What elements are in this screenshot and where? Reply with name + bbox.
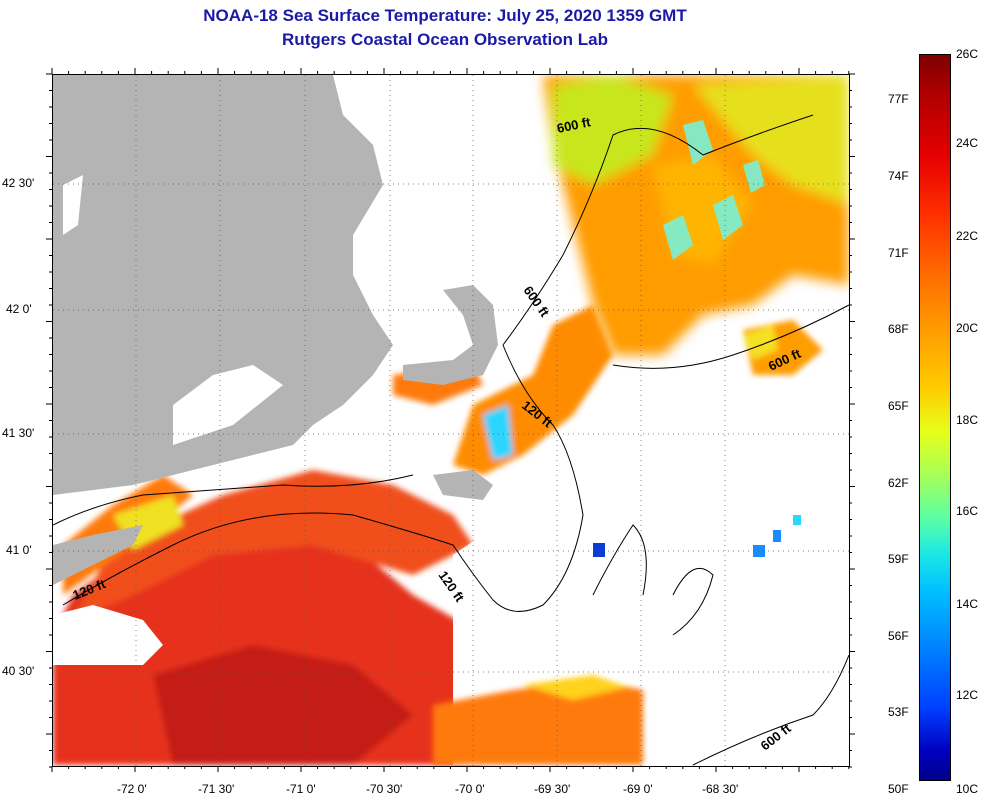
colorbar-f-label: 56F	[888, 629, 909, 643]
colorbar-c-label: 18C	[956, 413, 979, 427]
colorbar-f-label: 74F	[888, 169, 909, 183]
lat-label: 41 30'	[2, 426, 35, 440]
colorbar-f-label: 65F	[888, 399, 909, 413]
cloud-gap-southwest	[53, 605, 163, 665]
lat-label: 40 30'	[2, 664, 35, 678]
colorbar-c-label: 20C	[956, 321, 979, 335]
lat-label: 42 30'	[2, 176, 35, 190]
colorbar-f-label: 68F	[888, 322, 909, 336]
colorbar-c-label: 22C	[956, 229, 979, 243]
contour-label-600-a: 600 ft	[556, 114, 593, 136]
colorbar-c-label: 14C	[956, 597, 979, 611]
lon-label: -69 30'	[534, 782, 571, 796]
colorbar-f-label: 50F	[888, 782, 909, 796]
sst-map-drawing: 600 ft 600 ft 600 ft 600 ft 120 ft 120 f…	[53, 75, 849, 766]
lon-label: -70 0'	[455, 782, 485, 796]
map-title: NOAA-18 Sea Surface Temperature: July 25…	[203, 6, 687, 25]
land-new-england	[53, 75, 393, 495]
sst-map: 600 ft 600 ft 600 ft 600 ft 120 ft 120 f…	[52, 74, 850, 767]
lon-label: -71 30'	[198, 782, 235, 796]
lon-label: -71 0'	[286, 782, 316, 796]
colorbar-f-label: 71F	[888, 246, 909, 260]
land-long-island	[53, 525, 143, 585]
lon-label: -70 30'	[366, 782, 403, 796]
lon-label: -72 0'	[117, 782, 147, 796]
land-cape-cod	[403, 285, 498, 385]
lon-label: -69 0'	[623, 782, 653, 796]
colorbar-f-label: 62F	[888, 476, 909, 490]
colorbar-c-label: 16C	[956, 504, 979, 518]
contour-label-600-d: 600 ft	[758, 720, 795, 753]
colorbar-f-label: 77F	[888, 92, 909, 106]
land-martha-vineyard	[433, 470, 493, 500]
colorbar-c-label: 12C	[956, 688, 979, 702]
lat-lon-grid	[53, 75, 849, 766]
lon-label: -68 30'	[702, 782, 739, 796]
colorbar-c-label: 24C	[956, 136, 979, 150]
temperature-colorbar	[919, 54, 951, 781]
colorbar-f-label: 59F	[888, 552, 909, 566]
lat-label: 42 0'	[6, 302, 32, 316]
bathymetry-contours	[53, 114, 849, 766]
sst-cool-streaks	[663, 120, 765, 260]
sst-warm-region	[53, 470, 483, 765]
colorbar-c-label: 10C	[956, 782, 979, 796]
lat-label: 41 0'	[6, 543, 32, 557]
colorbar-f-label: 53F	[888, 705, 909, 719]
colorbar-c-label: 26C	[956, 47, 979, 61]
map-subtitle: Rutgers Coastal Ocean Observation Lab	[282, 30, 608, 49]
